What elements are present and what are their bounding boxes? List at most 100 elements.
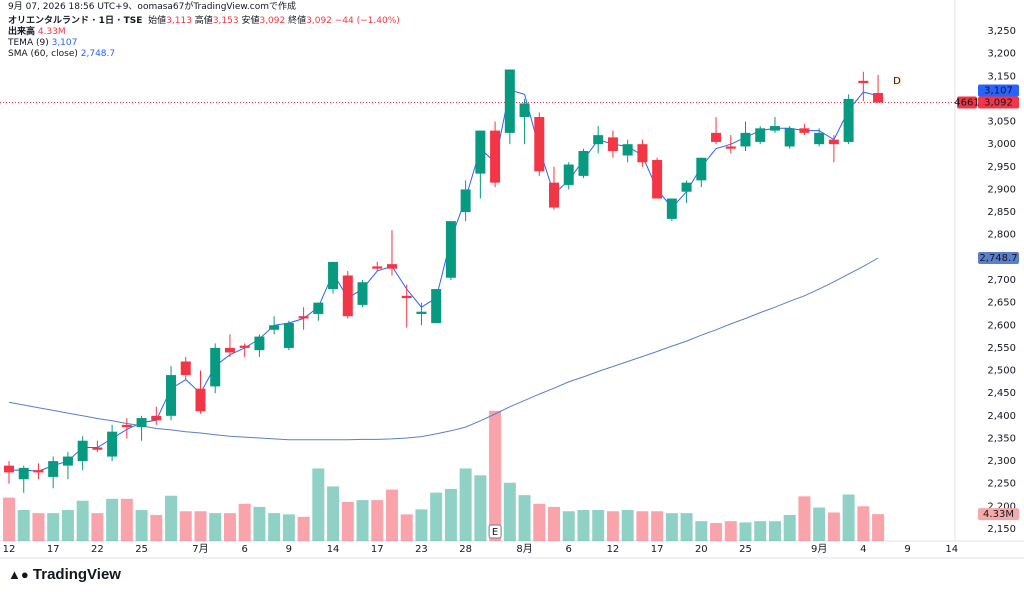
brand: TradingView — [32, 566, 121, 583]
y-tick-label: 2,800 — [987, 230, 1016, 241]
candle-body — [711, 132, 722, 142]
y-tick-label: 2,450 — [987, 388, 1016, 399]
tema-row: TEMA (9) 3,107 — [8, 38, 400, 49]
candle-body — [593, 135, 604, 145]
y-tick-label: 2,400 — [987, 411, 1016, 422]
candle-body — [342, 275, 353, 317]
x-tick-label: 17 — [651, 544, 664, 555]
candle-body — [578, 150, 589, 176]
candle-body — [666, 198, 677, 219]
volume-bar — [680, 513, 693, 541]
x-tick-label: 7月 — [192, 543, 208, 555]
volume-bar — [768, 521, 781, 541]
x-tick-label: 25 — [739, 544, 752, 555]
candle-body — [92, 447, 103, 450]
volume-bar — [754, 521, 767, 541]
y-tick-label: 3,000 — [987, 139, 1016, 150]
candle-body — [652, 160, 663, 199]
y-tick-label: 2,150 — [987, 524, 1016, 535]
candle-body — [357, 282, 368, 305]
candle-body — [298, 316, 309, 319]
brand-logo: ▲● TradingView — [8, 566, 121, 583]
x-tick-label: 22 — [91, 544, 104, 555]
tema-label-box — [978, 84, 1019, 97]
volume-bar — [282, 514, 295, 541]
y-tick-label: 2,850 — [987, 207, 1016, 218]
y-tick-label: 2,900 — [987, 184, 1016, 195]
volume-bar — [47, 513, 60, 541]
candle-body — [622, 144, 633, 156]
candle-body — [62, 456, 73, 466]
candle-body — [799, 128, 810, 133]
candle-body — [33, 470, 44, 473]
label: 出来高 — [8, 27, 36, 37]
change: −44 (−1.40%) — [334, 16, 400, 26]
candle-body — [328, 261, 339, 290]
volume-bar — [548, 506, 561, 541]
volume-bar — [76, 500, 89, 541]
x-tick-label: 9月 — [811, 543, 827, 555]
volume-bar — [3, 497, 15, 541]
sma-row: SMA (60, close) 2,748.7 — [8, 49, 400, 60]
candle-body — [180, 361, 191, 376]
volume-bar — [724, 521, 737, 541]
x-tick-label: 12 — [3, 544, 16, 555]
volume-bar — [621, 510, 634, 541]
volume-bar — [150, 514, 163, 541]
candle-body — [696, 157, 707, 181]
value: 3,153 — [212, 16, 239, 26]
volume-bar — [268, 513, 281, 541]
candle-body — [549, 182, 560, 208]
volume-bar — [562, 511, 575, 541]
tema-label: 3,107 — [984, 86, 1013, 97]
label: 終値 — [288, 16, 307, 26]
candle-body — [166, 375, 177, 416]
candle-body — [460, 189, 471, 213]
candle-body — [445, 221, 456, 278]
candle-body — [151, 415, 162, 421]
x-tick-label: 17 — [47, 544, 60, 555]
volume-bar — [165, 495, 178, 541]
candle-body — [504, 69, 515, 133]
indicator-line — [8, 257, 879, 441]
y-tick-label: 2,700 — [987, 275, 1016, 286]
volume-bar — [106, 498, 119, 541]
symbol-title: オリエンタルランド · 1日 · TSE — [8, 16, 143, 26]
value: 3,092 — [259, 16, 286, 26]
label: 始値 — [148, 16, 167, 26]
label: TEMA (9) — [8, 38, 49, 48]
candle-body — [401, 295, 412, 299]
volume-bar — [223, 513, 236, 541]
candle-body — [4, 465, 14, 473]
candle-body — [431, 289, 442, 324]
y-tick-label: 2,300 — [987, 456, 1016, 467]
candle-body — [239, 345, 250, 348]
earnings-marker: E — [492, 527, 498, 538]
candle-body — [224, 347, 235, 353]
candle-body — [195, 388, 206, 412]
x-tick-label: 6 — [566, 544, 572, 555]
volume-bar — [665, 513, 678, 541]
volume-bar — [592, 510, 605, 541]
close-label-box — [978, 96, 1019, 109]
candle-body — [48, 461, 59, 477]
value: 3,092 — [306, 16, 332, 26]
x-tick-label: 6 — [241, 544, 247, 555]
volume-bar — [798, 496, 811, 541]
volume-bar — [179, 511, 192, 541]
volume-bar — [827, 512, 840, 541]
volume-bar — [783, 514, 796, 541]
volume-bar — [636, 511, 649, 541]
volume-bar — [356, 500, 369, 541]
volume-bar — [209, 513, 222, 541]
x-tick-label: 25 — [135, 544, 148, 555]
candle-body — [563, 164, 574, 185]
candle-body — [843, 98, 854, 142]
candle-body — [681, 182, 692, 192]
volume-bar — [297, 516, 310, 541]
x-tick-label: 17 — [371, 544, 384, 555]
label: 安値 — [241, 16, 260, 26]
x-tick-label: 9 — [286, 544, 292, 555]
candle-body — [740, 132, 751, 147]
volume-bar — [503, 482, 516, 541]
